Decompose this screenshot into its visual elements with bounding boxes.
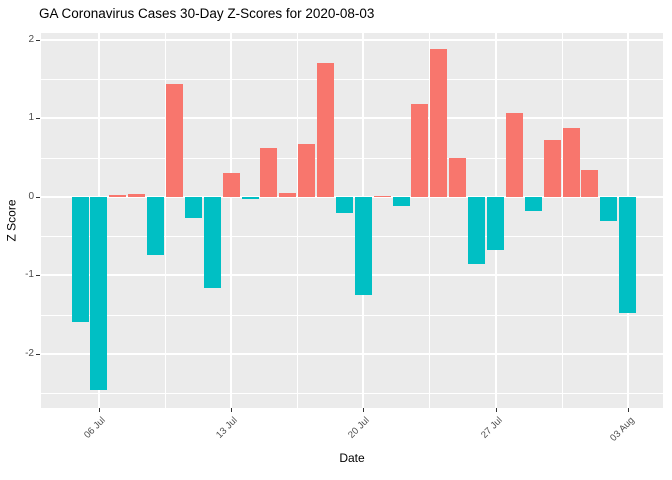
bar-28-jul — [506, 113, 523, 197]
bar-02-aug — [600, 197, 617, 221]
bar-26-jul — [468, 197, 485, 264]
y-major-gridline — [41, 274, 663, 276]
bar-29-jul — [525, 197, 542, 211]
bar-07-jul — [109, 195, 126, 197]
x-minor-gridline — [297, 33, 298, 408]
plot-panel — [41, 33, 663, 408]
bar-20-jul — [355, 197, 372, 295]
y-major-gridline — [41, 117, 663, 119]
bar-08-jul — [128, 194, 145, 197]
x-tick-mark — [99, 408, 100, 412]
bar-24-jul — [430, 49, 447, 197]
y-tick-label: 0 — [28, 191, 34, 202]
y-tick-mark — [36, 197, 40, 198]
bar-19-jul — [336, 197, 353, 213]
y-minor-gridline — [41, 315, 663, 316]
y-tick-mark — [36, 40, 40, 41]
bar-01-aug — [581, 170, 598, 197]
y-minor-gridline — [41, 236, 663, 237]
bar-25-jul — [449, 158, 466, 197]
bar-15-jul — [260, 148, 277, 197]
bar-31-jul — [563, 128, 580, 197]
y-tick-mark — [36, 275, 40, 276]
chart-title: GA Coronavirus Cases 30-Day Z-Scores for… — [39, 6, 375, 21]
bar-05-jul — [72, 197, 89, 322]
bar-03-aug — [619, 197, 636, 313]
bar-09-jul — [147, 197, 164, 255]
y-tick-mark — [36, 118, 40, 119]
y-minor-gridline — [41, 158, 663, 159]
y-minor-gridline — [41, 79, 663, 80]
x-tick-mark — [231, 408, 232, 412]
bar-18-jul — [317, 63, 334, 197]
x-major-gridline — [230, 33, 232, 408]
x-axis-title: Date — [339, 451, 365, 465]
y-major-gridline — [41, 353, 663, 355]
bar-22-jul — [393, 197, 410, 206]
x-tick-mark — [496, 408, 497, 412]
x-minor-gridline — [429, 33, 430, 408]
bar-17-jul — [298, 144, 315, 197]
bar-30-jul — [544, 140, 561, 197]
x-minor-gridline — [165, 33, 166, 408]
y-major-gridline — [41, 39, 663, 41]
x-tick-mark — [628, 408, 629, 412]
bar-21-jul — [374, 196, 391, 197]
y-minor-gridline — [41, 393, 663, 394]
bar-12-jul — [204, 197, 221, 288]
bar-27-jul — [487, 197, 504, 250]
x-tick-mark — [363, 408, 364, 412]
bar-13-jul — [223, 173, 240, 197]
x-minor-gridline — [562, 33, 563, 408]
y-tick-label: 1 — [28, 112, 34, 123]
y-tick-label: -2 — [25, 348, 34, 359]
bar-14-jul — [242, 197, 259, 199]
bar-10-jul — [166, 84, 183, 197]
bar-11-jul — [185, 197, 202, 218]
y-tick-label: 2 — [28, 34, 34, 45]
bar-16-jul — [279, 193, 296, 197]
bar-06-jul — [90, 197, 107, 390]
y-axis-title: Z Score — [4, 199, 19, 242]
y-tick-mark — [36, 354, 40, 355]
bar-23-jul — [411, 104, 428, 197]
y-tick-label: -1 — [25, 269, 34, 280]
